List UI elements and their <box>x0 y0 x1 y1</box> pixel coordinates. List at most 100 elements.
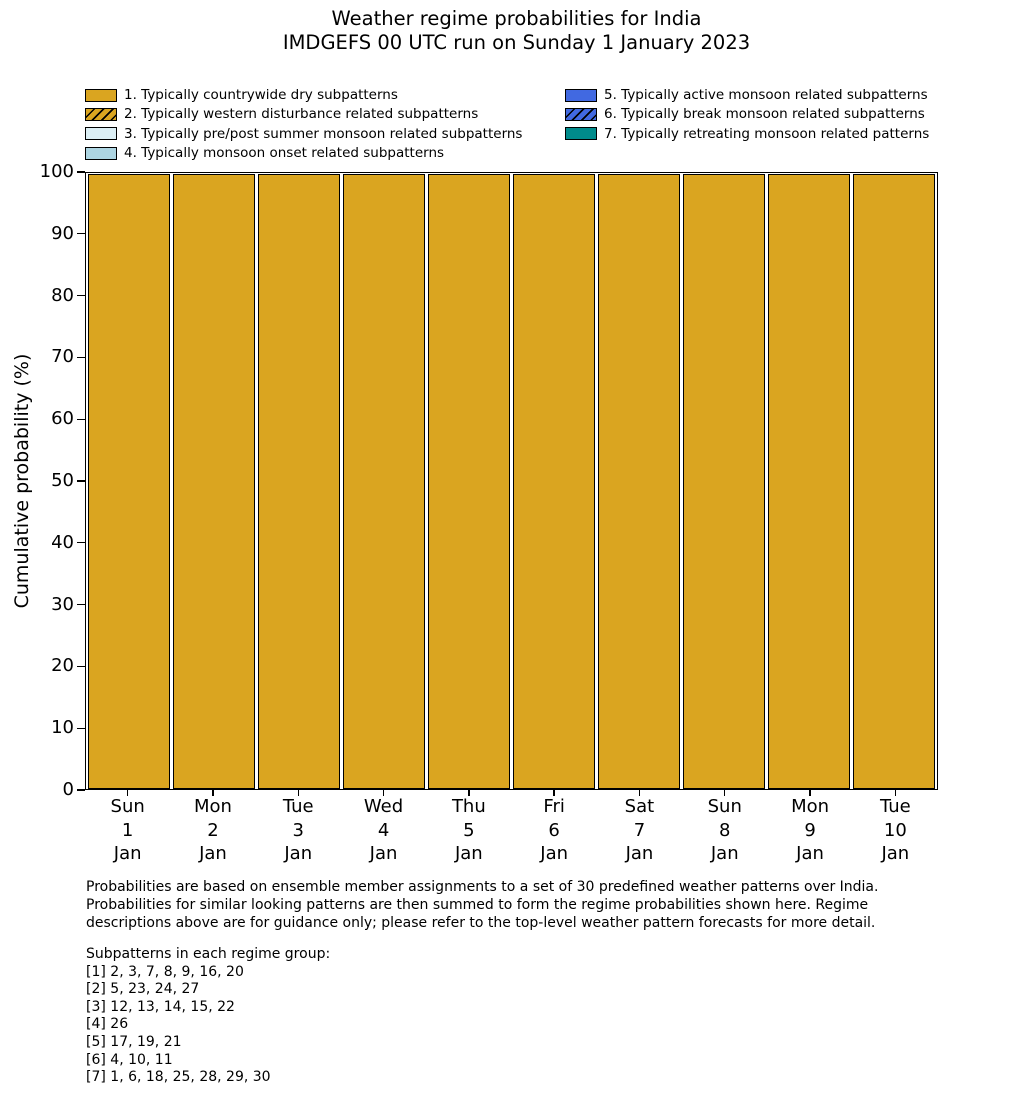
subpatterns-block: Subpatterns in each regime group: [1] 2,… <box>86 946 330 1087</box>
bar-segment-regime-1-day-6 <box>512 174 595 789</box>
footer-note-line: Probabilities are based on ensemble memb… <box>86 879 879 895</box>
legend-item-regime-2: 2. Typically western disturbance related… <box>85 106 478 122</box>
bar-segment-regime-1-day-7 <box>597 174 680 789</box>
footer-note: Probabilities are based on ensemble memb… <box>86 878 878 933</box>
y-tick-label-60: 60 <box>51 408 74 430</box>
y-tick-mark <box>77 789 85 791</box>
subpattern-line: [4] 26 <box>86 1016 129 1033</box>
y-tick-label-10: 10 <box>51 717 74 739</box>
x-tick-label-line: Jan <box>625 843 654 864</box>
subpattern-line: [1] 2, 3, 7, 8, 9, 16, 20 <box>86 963 244 980</box>
bar-segment-regime-1-day-10 <box>852 174 935 789</box>
bar-segment-regime-1-day-4 <box>342 174 425 789</box>
legend-item-label: 2. Typically western disturbance related… <box>124 106 479 123</box>
x-tick-label-line: 7 <box>633 819 646 841</box>
x-tick-label-line: 8 <box>719 819 731 841</box>
x-tick-mark <box>809 790 811 796</box>
x-tick-label-line: 5 <box>463 819 475 841</box>
chart-title-line1: Weather regime probabilities for India <box>331 7 702 30</box>
x-tick-mark <box>468 790 470 796</box>
x-tick-label-line: Thu <box>451 796 486 817</box>
x-tick-label-line: Jan <box>113 843 142 864</box>
x-tick-label-line: 1 <box>121 819 134 841</box>
subpattern-line: [6] 4, 10, 11 <box>86 1051 173 1068</box>
y-tick-label-40: 40 <box>51 531 74 553</box>
subpattern-line: [2] 5, 23, 24, 27 <box>86 981 200 998</box>
x-tick-label-line: Jan <box>881 843 910 864</box>
x-tick-mark <box>212 790 214 796</box>
y-tick-mark <box>77 418 85 420</box>
y-tick-mark <box>77 356 85 359</box>
x-tick-label-line: Wed <box>363 796 404 817</box>
x-tick-label-day-6: Fri 6 Jan <box>509 795 599 866</box>
x-tick-label-line: Jan <box>710 843 739 864</box>
x-tick-label-line: Mon <box>193 796 232 817</box>
x-tick-label-line: Jan <box>540 843 569 864</box>
legend-swatch-regime-1 <box>85 88 117 102</box>
legend-item-label: 7. Typically retreating monsoon related … <box>604 125 930 142</box>
x-tick-label-line: 3 <box>292 819 304 841</box>
x-tick-mark <box>894 790 897 796</box>
y-tick-label-100: 100 <box>39 161 74 182</box>
x-tick-label-day-10: Tue 10 Jan <box>850 795 940 866</box>
legend-swatch-regime-6-hatched <box>565 107 597 121</box>
x-tick-label-day-5: Thu 5 Jan <box>424 795 514 866</box>
x-tick-label-line: Mon <box>791 796 830 817</box>
legend-item-label: 3. Typically pre/post summer monsoon rel… <box>124 125 523 142</box>
legend-item-regime-6: 6. Typically break monsoon related subpa… <box>565 106 925 122</box>
x-tick-mark <box>382 790 385 796</box>
x-tick-label-line: Jan <box>284 843 313 864</box>
bar-segment-regime-1-day-3 <box>257 174 340 789</box>
y-tick-label-80: 80 <box>51 284 74 306</box>
legend-item-label: 4. Typically monsoon onset related subpa… <box>124 145 445 162</box>
x-tick-label-day-7: Sat 7 Jan <box>594 795 684 866</box>
y-tick-mark <box>77 480 85 482</box>
legend-item-label: 5. Typically active monsoon related subp… <box>604 87 928 103</box>
x-tick-mark <box>553 790 555 796</box>
legend-item-regime-1: 1. Typically countrywide dry subpatterns <box>85 87 398 103</box>
legend-swatch-regime-5 <box>565 88 597 102</box>
chart-title: Weather regime probabilities for India I… <box>0 7 1033 54</box>
y-tick-label-0: 0 <box>62 779 74 800</box>
x-tick-label-line: Jan <box>369 843 398 864</box>
y-tick-label-50: 50 <box>51 470 74 491</box>
footer-note-line: descriptions above are for guidance only… <box>86 915 876 932</box>
y-tick-mark <box>77 171 85 173</box>
y-tick-label-20: 20 <box>51 655 74 677</box>
x-tick-label-day-2: Mon 2 Jan <box>168 795 258 866</box>
bar-segment-regime-1-day-2 <box>172 174 255 789</box>
x-tick-label-line: Jan <box>796 843 824 864</box>
legend-item-label: 1. Typically countrywide dry subpatterns <box>124 87 398 103</box>
y-tick-mark <box>77 603 85 606</box>
subpattern-line: [5] 17, 19, 21 <box>86 1033 182 1050</box>
bar-segment-regime-1-day-1 <box>87 174 170 789</box>
bar-segment-regime-1-day-8 <box>682 174 765 789</box>
x-tick-label-line: Sat <box>624 796 655 817</box>
x-tick-label-line: Tue <box>282 796 314 817</box>
subpattern-line: [3] 12, 13, 14, 15, 22 <box>86 998 235 1015</box>
x-tick-label-line: Fri <box>543 796 565 817</box>
x-tick-label-line: 6 <box>548 819 560 841</box>
bar-segment-regime-1-day-5 <box>427 174 510 789</box>
x-tick-label-line: 10 <box>883 819 907 841</box>
plot-area <box>85 172 938 790</box>
legend-swatch-regime-4 <box>85 146 117 160</box>
x-tick-label-line: Jan <box>199 843 227 864</box>
legend-swatch-regime-3 <box>85 127 117 141</box>
x-tick-label-day-8: Sun 8 Jan <box>680 795 770 866</box>
y-tick-label-70: 70 <box>51 346 74 368</box>
subpatterns-header: Subpatterns in each regime group: <box>86 946 331 962</box>
x-tick-label-day-1: Sun 1 Jan <box>83 795 173 866</box>
legend-item-regime-3: 3. Typically pre/post summer monsoon rel… <box>85 126 522 142</box>
legend-item-regime-7: 7. Typically retreating monsoon related … <box>565 126 929 142</box>
bar-segment-regime-1-day-9 <box>767 174 850 789</box>
x-tick-label-day-3: Tue 3 Jan <box>253 795 343 866</box>
x-tick-label-line: Jan <box>454 843 483 864</box>
legend-swatch-regime-2-hatched <box>85 107 117 121</box>
x-tick-label-day-9: Mon 9 Jan <box>765 795 855 866</box>
chart-title-line2: IMDGEFS 00 UTC run on Sunday 1 January 2… <box>282 30 751 54</box>
footer-note-line: Probabilities for similar looking patter… <box>86 897 869 914</box>
subpattern-line: [7] 1, 6, 18, 25, 28, 29, 30 <box>86 1069 271 1086</box>
y-tick-label-30: 30 <box>51 593 74 615</box>
